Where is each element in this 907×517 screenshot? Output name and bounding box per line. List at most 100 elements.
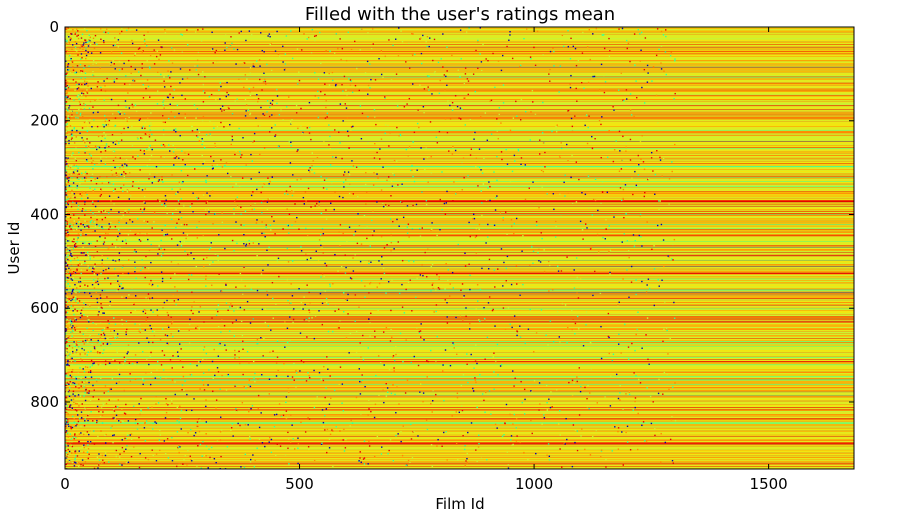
rating-dot (350, 48, 353, 50)
rating-dot (86, 354, 88, 356)
rating-dot (73, 172, 75, 174)
rating-dot (126, 93, 128, 95)
rating-dot (369, 322, 371, 324)
rating-dot (469, 288, 471, 291)
user-row (65, 454, 854, 456)
rating-dot (223, 126, 225, 128)
rating-dot (69, 204, 71, 207)
rating-dot (118, 60, 120, 63)
rating-dot (68, 345, 71, 347)
user-row (65, 92, 854, 94)
rating-dot (213, 127, 215, 129)
rating-dot (446, 459, 448, 461)
user-row (65, 276, 854, 278)
rating-dot (558, 91, 560, 93)
rating-dot (665, 35, 667, 38)
user-row (65, 203, 854, 205)
user-row (65, 90, 854, 92)
rating-dot (439, 198, 441, 201)
rating-dot (73, 241, 75, 243)
rating-dot (426, 376, 428, 378)
user-row (65, 386, 854, 388)
rating-dot (352, 165, 355, 167)
rating-dot (120, 421, 122, 424)
rating-dot (277, 145, 280, 148)
rating-dot (279, 458, 281, 460)
rating-dot (407, 281, 410, 283)
rating-dot (466, 78, 469, 80)
rating-dot (539, 261, 542, 263)
rating-dot (141, 127, 143, 129)
rating-dot (72, 195, 75, 197)
rating-dot (65, 50, 67, 53)
rating-dot (591, 79, 593, 81)
rating-dot (214, 142, 216, 145)
user-row (65, 236, 854, 237)
rating-dot (379, 148, 381, 150)
rating-dot (74, 459, 76, 461)
rating-dot (83, 314, 85, 316)
rating-dot (264, 321, 267, 324)
rating-dot (67, 338, 69, 340)
rating-dot (65, 411, 67, 414)
rating-dot (68, 425, 70, 428)
rating-dot (69, 72, 71, 74)
user-row (65, 66, 854, 68)
rating-dot (445, 431, 447, 433)
rating-dot (107, 277, 109, 279)
rating-dot (449, 283, 451, 285)
rating-dot (503, 434, 505, 436)
user-row (65, 351, 854, 353)
rating-dot (474, 379, 477, 381)
rating-dot (480, 169, 482, 171)
rating-dot (284, 454, 287, 456)
rating-dot (415, 203, 418, 206)
rating-dot (267, 198, 269, 200)
user-row (65, 128, 854, 130)
rating-dot (176, 406, 178, 408)
rating-dot (315, 398, 318, 400)
rating-dot (102, 329, 104, 331)
user-row (65, 214, 854, 215)
rating-dot (73, 465, 76, 467)
rating-dot (65, 27, 68, 29)
rating-dot (395, 353, 397, 356)
rating-dot (79, 262, 81, 265)
rating-dot (80, 37, 83, 39)
rating-dot (655, 94, 658, 97)
rating-dot (96, 419, 98, 422)
rating-dot (100, 344, 102, 347)
rating-dot (324, 396, 326, 399)
rating-dot (654, 434, 656, 437)
rating-dot (171, 47, 173, 49)
user-row (65, 406, 854, 408)
rating-dot (67, 390, 69, 392)
rating-dot (547, 443, 550, 445)
rating-dot (120, 133, 123, 135)
rating-dot (530, 58, 532, 60)
rating-dot (566, 438, 568, 441)
rating-dot (67, 246, 70, 249)
rating-dot (88, 319, 90, 321)
rating-dot (478, 166, 481, 168)
rating-dot (340, 58, 342, 61)
rating-dot (84, 214, 86, 216)
rating-dot (591, 214, 593, 216)
rating-dot (67, 445, 69, 447)
rating-dot (328, 124, 330, 126)
rating-dot (78, 94, 80, 96)
rating-dot (322, 187, 325, 189)
rating-dot (492, 356, 494, 358)
rating-dot (318, 239, 321, 241)
rating-dot (256, 342, 258, 345)
rating-dot (240, 278, 243, 281)
rating-dot (109, 300, 112, 303)
user-row (65, 353, 854, 355)
rating-dot (72, 436, 75, 438)
rating-dot (623, 100, 625, 102)
rating-dot (97, 398, 100, 401)
rating-dot (88, 336, 91, 338)
rating-dot (136, 361, 138, 364)
rating-dot (236, 242, 238, 245)
user-row (65, 443, 854, 444)
